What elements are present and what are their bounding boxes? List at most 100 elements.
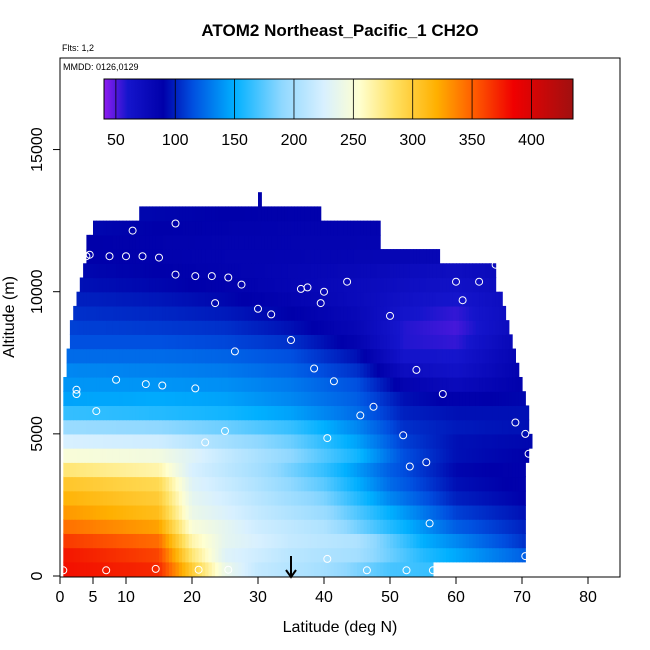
heatmap-cell <box>314 263 318 279</box>
heatmap-cell <box>459 476 464 492</box>
heatmap-cell <box>403 433 408 449</box>
heatmap-cell <box>162 504 167 520</box>
heatmap-cell <box>324 220 328 236</box>
heatmap-cell <box>251 249 256 264</box>
heatmap-cell <box>208 561 213 577</box>
heatmap-cell <box>215 433 219 449</box>
heatmap-cell <box>241 305 246 321</box>
heatmap-cell <box>89 476 94 492</box>
heatmap-cell <box>423 376 427 392</box>
heatmap-cell <box>267 476 272 492</box>
heatmap-cell <box>439 334 444 350</box>
heatmap-cell <box>251 305 256 321</box>
heatmap-cell <box>291 462 295 478</box>
heatmap-cell <box>294 348 299 364</box>
heatmap-cell <box>149 348 153 364</box>
heatmap-cell <box>142 504 147 520</box>
heatmap-cell <box>106 334 111 350</box>
heatmap-cell <box>314 249 318 264</box>
heatmap-cell <box>102 405 107 421</box>
heatmap-cell <box>264 220 269 236</box>
heatmap-cell <box>129 490 134 506</box>
heatmap-cell <box>234 263 239 279</box>
heatmap-cell <box>426 433 431 449</box>
heatmap-cell <box>175 263 180 279</box>
heatmap-cell <box>357 462 361 478</box>
heatmap-cell <box>436 433 441 449</box>
heatmap-cell <box>459 334 464 350</box>
heatmap-cell <box>360 533 365 549</box>
heatmap-cell <box>469 320 474 335</box>
heatmap-cell <box>152 376 157 392</box>
heatmap-cell <box>248 220 252 236</box>
heatmap-cell <box>340 433 345 449</box>
heatmap-cell <box>505 533 510 549</box>
heatmap-cell <box>320 362 325 378</box>
heatmap-cell <box>297 519 302 534</box>
heatmap-cell <box>396 419 401 435</box>
heatmap-cell <box>201 476 206 492</box>
heatmap-cell <box>192 561 196 577</box>
heatmap-cell <box>149 433 153 449</box>
heatmap-cell <box>307 305 312 321</box>
heatmap-cell <box>251 561 256 577</box>
heatmap-cell <box>99 334 104 350</box>
heatmap-cell <box>284 433 289 449</box>
heatmap-cell <box>456 305 460 321</box>
heatmap-cell <box>320 561 325 577</box>
heatmap-cell <box>314 362 318 378</box>
heatmap-cell <box>353 419 358 435</box>
heatmap-cell <box>291 561 295 577</box>
heatmap-cell <box>442 547 447 563</box>
heatmap-cell <box>291 305 295 321</box>
heatmap-cell <box>211 433 216 449</box>
heatmap-cell <box>231 376 236 392</box>
heatmap-cell <box>406 561 411 577</box>
heatmap-cell <box>304 277 309 293</box>
heatmap-cell <box>244 291 249 307</box>
heatmap-cell <box>83 433 87 449</box>
heatmap-cell <box>399 376 404 392</box>
heatmap-cell <box>271 376 276 392</box>
heatmap-cell <box>228 263 233 279</box>
heatmap-cell <box>409 362 414 378</box>
heatmap-cell <box>317 561 322 577</box>
heatmap-cell <box>456 419 460 435</box>
heatmap-cell <box>254 220 259 236</box>
heatmap-cell <box>383 462 388 478</box>
heatmap-cell <box>300 519 305 534</box>
heatmap-cell <box>324 419 328 435</box>
heatmap-cell <box>185 519 190 534</box>
heatmap-cell <box>96 462 101 478</box>
heatmap-cell <box>370 376 375 392</box>
heatmap-cell <box>106 234 111 250</box>
heatmap-cell <box>178 462 183 478</box>
heatmap-cell <box>366 320 371 335</box>
heatmap-cell <box>159 391 163 407</box>
heatmap-cell <box>145 362 150 378</box>
heatmap-cell <box>310 476 315 492</box>
heatmap-cell <box>330 277 335 293</box>
heatmap-cell <box>69 320 74 335</box>
heatmap-cell <box>307 291 312 307</box>
heatmap-cell <box>228 419 233 435</box>
heatmap-cell <box>168 476 173 492</box>
heatmap-cell <box>215 533 219 549</box>
heatmap-cell <box>89 448 94 463</box>
heatmap-cell <box>489 320 493 335</box>
heatmap-cell <box>109 391 114 407</box>
heatmap-cell <box>515 476 520 492</box>
heatmap-cell <box>116 391 120 407</box>
heatmap-cell <box>366 376 371 392</box>
heatmap-cell <box>234 249 239 264</box>
heatmap-cell <box>135 348 140 364</box>
heatmap-cell <box>228 490 233 506</box>
heatmap-cell <box>472 348 477 364</box>
heatmap-cell <box>350 263 355 279</box>
heatmap-cell <box>152 519 157 534</box>
heatmap-cell <box>373 291 378 307</box>
observation-point <box>343 277 352 286</box>
heatmap-cell <box>337 348 342 364</box>
heatmap-cell <box>162 376 167 392</box>
heatmap-cell <box>284 448 289 463</box>
